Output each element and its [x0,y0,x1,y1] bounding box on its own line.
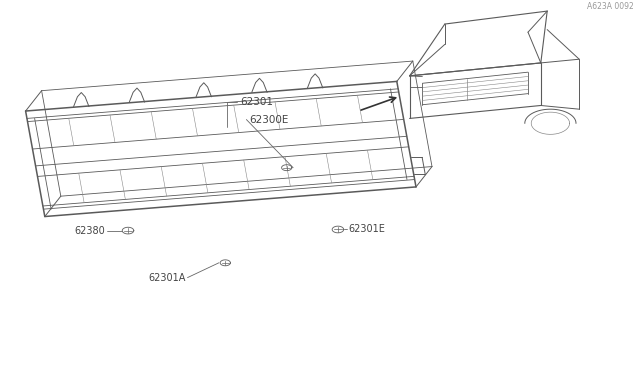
Text: 62301: 62301 [240,97,273,107]
Text: 62300E: 62300E [250,115,289,125]
Text: A623A 0092: A623A 0092 [587,2,634,11]
Text: 62301E: 62301E [349,224,386,234]
Text: 62380: 62380 [75,225,106,235]
Text: 62301A: 62301A [148,273,186,283]
